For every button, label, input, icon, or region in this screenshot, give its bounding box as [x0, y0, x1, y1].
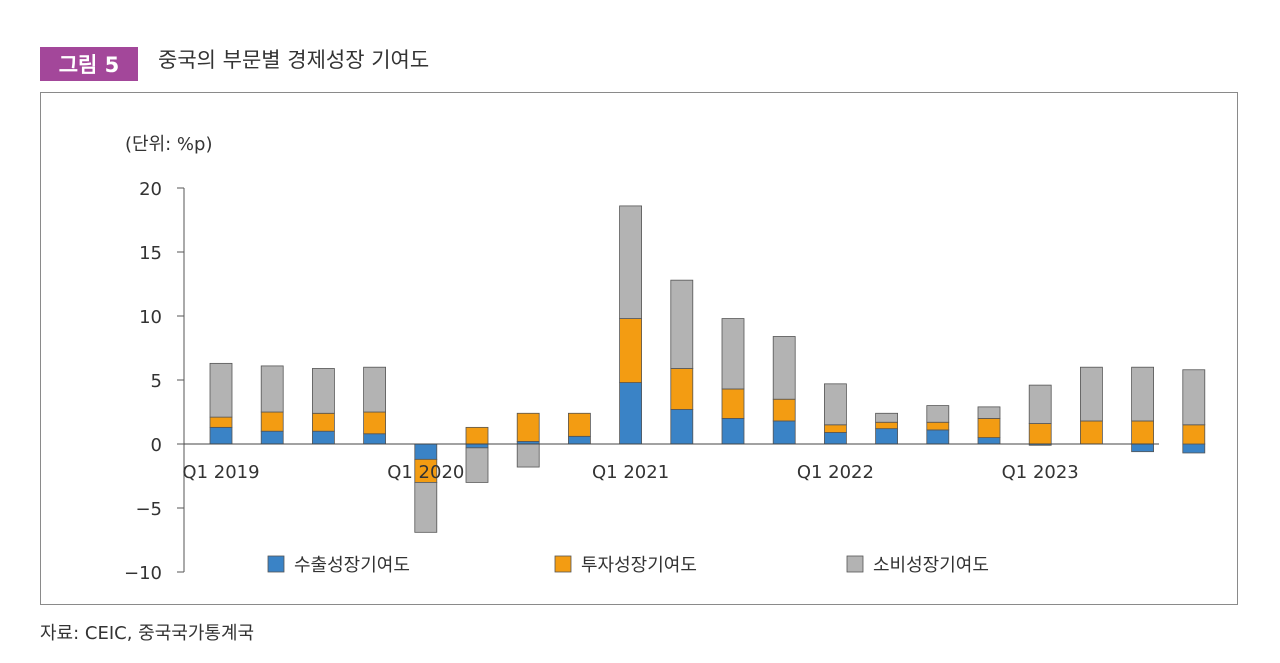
- bar-segment-1: [465, 443, 489, 449]
- figure-title: 중국의 부문별 경제성장 기여도: [158, 48, 430, 72]
- y-axis: 20 15 10 5 0 −5 −10: [124, 179, 185, 584]
- bar-segment-2: [772, 398, 796, 422]
- bar-segment-1: [209, 426, 233, 445]
- bar-segment-3: [363, 366, 387, 413]
- legend: 수출성장기여도 투자성장기여도 소비성장기여도: [267, 555, 989, 576]
- x-tick-label: Q1 2020: [387, 462, 464, 483]
- bar-segment-1: [568, 435, 591, 445]
- legend-swatch: [267, 555, 285, 573]
- bar-segment-3: [721, 318, 745, 390]
- bar-segment-1: [414, 443, 438, 460]
- bar-segment-3: [619, 205, 642, 319]
- bar-segment-1: [926, 429, 950, 445]
- figure-label-badge: 그림 5: [40, 47, 138, 81]
- source-note: 자료: CEIC, 중국국가통계국: [40, 623, 255, 644]
- bar-segment-3: [875, 412, 898, 423]
- bar-segment-3: [772, 336, 796, 400]
- bar-segment-2: [619, 318, 642, 383]
- bar-segment-3: [1080, 366, 1103, 422]
- unit-label: (단위: %p): [125, 134, 212, 155]
- bar-segment-3: [1131, 366, 1154, 422]
- bar-segment-3: [465, 447, 489, 483]
- bar-segment-1: [363, 433, 387, 445]
- bar-segment-2: [1131, 420, 1154, 445]
- bar-segment-2: [1028, 423, 1052, 445]
- bar-segment-1: [772, 420, 796, 445]
- y-tick-label: −5: [135, 499, 162, 520]
- bar-segment-2: [824, 424, 847, 433]
- legend-swatch: [846, 555, 864, 573]
- bar-segment-1: [311, 430, 335, 445]
- bar-segment-2: [568, 412, 591, 437]
- bar-segment-1: [260, 430, 284, 445]
- x-tick-label: Q1 2021: [592, 462, 669, 483]
- legend-swatch: [554, 555, 572, 573]
- bar-segment-1: [1131, 443, 1154, 453]
- bar-segment-2: [363, 411, 387, 435]
- bar-segment-2: [1182, 424, 1206, 445]
- bar-segment-1: [875, 428, 898, 445]
- bars: [209, 205, 1206, 533]
- bar-segment-2: [465, 426, 489, 445]
- bar-segment-3: [516, 443, 540, 468]
- bar-segment-3: [260, 365, 284, 413]
- bar-segment-3: [414, 481, 438, 533]
- legend-label: 수출성장기여도: [294, 555, 410, 576]
- bar-segment-1: [1182, 443, 1206, 454]
- x-axis-labels: Q1 2019 Q1 2020 Q1 2021 Q1 2022 Q1 2023: [182, 462, 1078, 483]
- bar-segment-3: [311, 368, 335, 414]
- y-tick-label: 0: [151, 435, 162, 456]
- x-tick-label: Q1 2019: [182, 462, 259, 483]
- y-tick-label: 10: [139, 307, 162, 328]
- bar-segment-2: [260, 411, 284, 432]
- y-tick-label: 20: [139, 179, 162, 200]
- bar-segment-1: [977, 437, 1001, 445]
- bar-segment-3: [209, 362, 233, 418]
- bar-segment-1: [721, 417, 745, 445]
- y-tick-label: 15: [139, 243, 162, 264]
- bar-segment-2: [311, 412, 335, 432]
- bar-segment-3: [670, 279, 694, 369]
- bar-segment-1: [670, 409, 694, 445]
- bar-segment-3: [1182, 369, 1206, 426]
- bar-segment-3: [824, 383, 847, 426]
- bar-segment-3: [977, 406, 1001, 419]
- bar-segment-2: [1080, 420, 1103, 445]
- x-tick-label: Q1 2022: [797, 462, 874, 483]
- legend-label: 소비성장기여도: [873, 555, 989, 576]
- bar-segment-2: [977, 417, 1001, 438]
- bar-segment-2: [670, 368, 694, 410]
- bar-segment-2: [875, 421, 898, 430]
- y-tick-label: 5: [151, 371, 162, 392]
- x-tick-label: Q1 2023: [1002, 462, 1079, 483]
- y-tick-label: −10: [124, 563, 162, 584]
- bar-segment-2: [926, 421, 950, 431]
- legend-label: 투자성장기여도: [581, 555, 697, 576]
- bar-segment-3: [926, 405, 950, 423]
- bar-segment-1: [824, 432, 847, 445]
- bar-segment-3: [1028, 384, 1052, 424]
- bar-segment-2: [209, 416, 233, 428]
- bar-segment-2: [721, 388, 745, 419]
- bar-segment-1: [619, 382, 642, 445]
- chart-frame: (단위: %p) 20 15 10 5 0 −5 −10 Q1 2019 Q1 2020 Q1 …: [40, 92, 1238, 605]
- bar-segment-2: [516, 412, 540, 442]
